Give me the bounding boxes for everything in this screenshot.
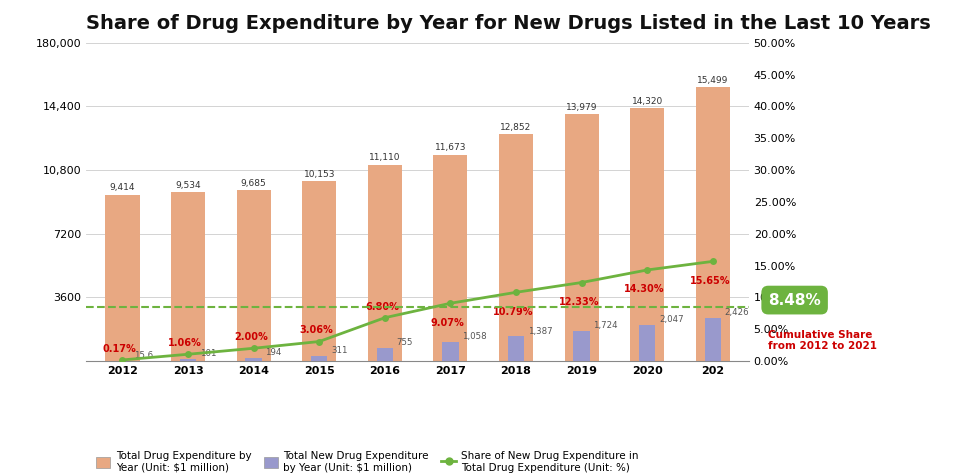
Text: 3.06%: 3.06% (300, 325, 333, 335)
Text: 194: 194 (266, 348, 282, 357)
Text: 11,110: 11,110 (369, 153, 400, 162)
Text: 13,979: 13,979 (565, 103, 597, 112)
Bar (573, 331, 589, 361)
Text: 1,058: 1,058 (462, 332, 487, 342)
Bar (311, 355, 327, 361)
Text: 14,320: 14,320 (632, 97, 662, 106)
Text: Cumulative Share
from 2012 to 2021: Cumulative Share from 2012 to 2021 (768, 330, 877, 351)
Text: 15,499: 15,499 (697, 76, 729, 85)
Bar (180, 359, 196, 361)
Text: 311: 311 (331, 346, 348, 355)
Text: 14.30%: 14.30% (624, 285, 664, 294)
Bar (499, 134, 533, 361)
Text: 755: 755 (396, 338, 413, 347)
Text: 2,047: 2,047 (659, 315, 684, 324)
Bar (433, 155, 468, 361)
Text: 9.07%: 9.07% (431, 318, 465, 328)
Bar (106, 195, 139, 361)
Bar (246, 358, 262, 361)
Bar (368, 164, 402, 361)
Bar (302, 181, 336, 361)
Text: 10.79%: 10.79% (492, 307, 534, 317)
Text: 12.33%: 12.33% (559, 297, 599, 307)
Text: 9,414: 9,414 (109, 183, 135, 192)
Bar (376, 348, 393, 361)
Bar (443, 342, 459, 361)
Text: 11,673: 11,673 (435, 143, 467, 152)
Bar (171, 192, 205, 361)
Text: 1.06%: 1.06% (168, 338, 203, 348)
Text: 101: 101 (200, 349, 216, 358)
Text: 1,724: 1,724 (593, 321, 618, 330)
Text: 1,387: 1,387 (528, 327, 552, 336)
Text: 0.17%: 0.17% (103, 344, 136, 354)
Bar (630, 108, 664, 361)
Text: 15.65%: 15.65% (689, 276, 731, 286)
Text: 10,153: 10,153 (303, 171, 335, 180)
Bar (705, 318, 721, 361)
Text: Share of Drug Expenditure by Year for New Drugs Listed in the Last 10 Years: Share of Drug Expenditure by Year for Ne… (86, 14, 931, 33)
Bar (508, 336, 524, 361)
Text: 2.00%: 2.00% (234, 332, 268, 342)
Bar (639, 325, 656, 361)
Text: 8.48%: 8.48% (768, 293, 821, 308)
Text: 12,852: 12,852 (500, 123, 532, 132)
Text: 6.80%: 6.80% (365, 302, 399, 312)
Text: 9,534: 9,534 (176, 181, 201, 190)
Bar (236, 190, 271, 361)
Text: 9,685: 9,685 (241, 179, 267, 188)
Bar (564, 114, 599, 361)
Legend: Total Drug Expenditure by
Year (Unit: $1 million), Total New Drug Expenditure
by: Total Drug Expenditure by Year (Unit: $1… (91, 447, 643, 475)
Bar (696, 87, 730, 361)
Text: 2,426: 2,426 (725, 308, 749, 317)
Text: 15.6: 15.6 (134, 351, 154, 360)
